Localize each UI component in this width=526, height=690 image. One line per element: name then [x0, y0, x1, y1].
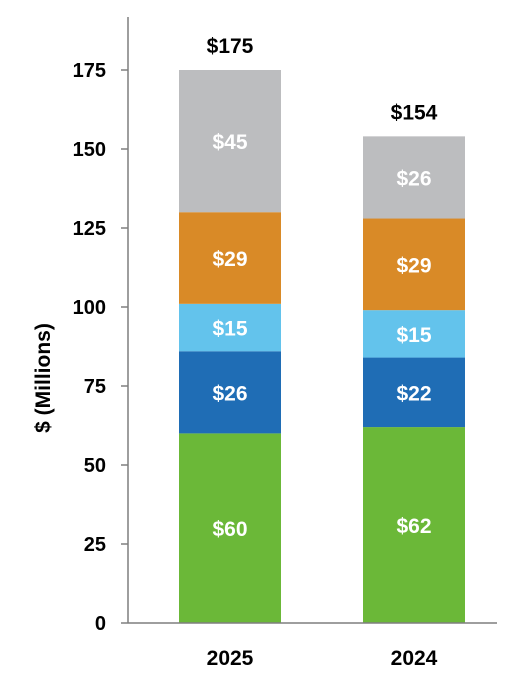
y-tick-label: 75 — [84, 376, 106, 398]
segment-value-label: $29 — [396, 254, 431, 277]
segment-value-label: $15 — [212, 318, 247, 341]
bar-segment — [179, 351, 281, 434]
y-tick-label: 175 — [73, 60, 106, 82]
segment-value-label: $45 — [212, 131, 247, 154]
bar-segment — [363, 310, 465, 358]
y-tick-label: 125 — [73, 218, 106, 240]
segment-value-label: $15 — [396, 324, 431, 347]
bar-segment — [363, 427, 465, 623]
bar-segment — [179, 70, 281, 213]
bar-segment — [179, 303, 281, 352]
y-tick-label: 50 — [84, 455, 106, 477]
segment-value-label: $26 — [396, 167, 431, 190]
bar-segment — [363, 136, 465, 219]
x-category-label: 2025 — [207, 647, 254, 670]
segment-value-label: $22 — [396, 382, 431, 405]
bar-segment — [179, 212, 281, 304]
bar-total-label: $154 — [391, 101, 438, 124]
segment-value-label: $29 — [212, 248, 247, 271]
y-tick-label: 25 — [84, 534, 106, 556]
bar-segment — [363, 218, 465, 311]
segment-value-label: $26 — [212, 382, 247, 405]
bar-segment — [179, 433, 281, 623]
segment-value-label: $62 — [396, 515, 431, 538]
segment-value-label: $60 — [212, 518, 247, 541]
x-axis: 2025 2024 — [128, 622, 497, 670]
x-category-label: 2024 — [391, 647, 438, 670]
y-tick-label: 0 — [95, 613, 106, 635]
bars-group: $60 $26 $15 $29 $45 $175 $62 $22 $15 $29 $26 $154 — [179, 35, 465, 623]
y-axis: 0 25 50 75 100 125 150 175 — [73, 17, 129, 635]
y-tick-label: 100 — [73, 297, 106, 319]
y-axis-label: $ (Millions) — [32, 323, 55, 433]
y-tick-label: 150 — [73, 139, 106, 161]
bar-segment — [363, 357, 465, 428]
bar-total-label: $175 — [207, 35, 254, 58]
